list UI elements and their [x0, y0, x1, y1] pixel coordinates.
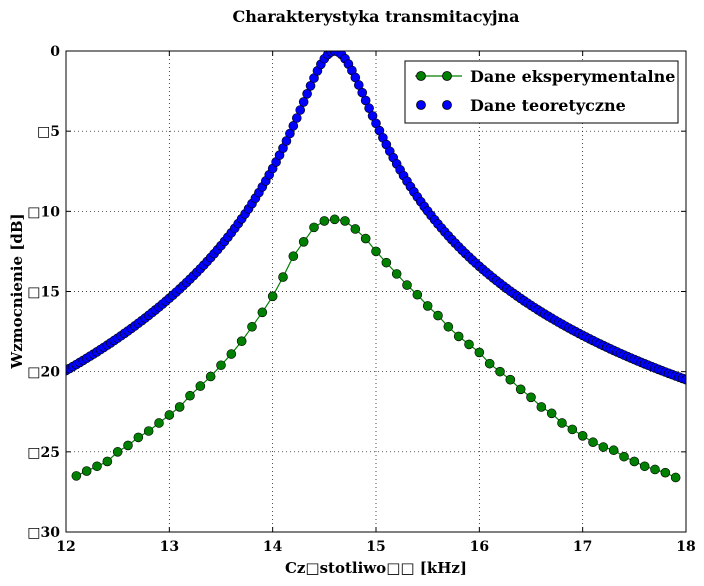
- experimental-point: [474, 347, 485, 358]
- y-tick-label: □15: [27, 285, 60, 301]
- y-tick-label: □20: [27, 365, 60, 381]
- series-theoretical: [66, 51, 686, 385]
- experimental-point: [350, 224, 361, 234]
- legend-marker-experimental-left: [416, 71, 426, 81]
- experimental-point: [340, 216, 350, 226]
- experimental-point: [495, 366, 505, 377]
- experimental-point: [639, 461, 650, 472]
- experimental-point: [412, 289, 423, 300]
- ticks: 12 13 14 15 16 17 18 0 □5 □10 □15 □20 □25 □30: [27, 44, 695, 555]
- experimental-point: [650, 464, 660, 475]
- experimental-point: [133, 432, 144, 443]
- experimental-point: [443, 321, 454, 332]
- x-tick-label: 14: [263, 539, 283, 555]
- y-tick-label: □25: [27, 445, 60, 461]
- chart-title: Charakterystyka transmitacyjna: [232, 7, 519, 26]
- experimental-point: [81, 466, 92, 476]
- theoretical-point: [298, 97, 309, 107]
- experimental-point: [278, 272, 288, 282]
- plot-frame: [65, 50, 687, 533]
- experimental-point: [381, 257, 392, 268]
- experimental-point: [154, 418, 164, 428]
- experimental-point: [619, 451, 629, 462]
- experimental-point: [598, 442, 609, 452]
- experimental-point: [360, 233, 371, 244]
- experimental-point: [608, 445, 619, 456]
- y-tick-label: □10: [27, 204, 60, 220]
- x-tick-label: 12: [56, 539, 75, 555]
- experimental-point: [536, 402, 547, 412]
- experimental-point: [588, 437, 598, 448]
- theoretical-point: [681, 374, 686, 385]
- experimental-point: [164, 410, 175, 420]
- x-tick-label: 18: [676, 539, 695, 555]
- experimental-point: [371, 246, 381, 257]
- theoretical-point: [291, 113, 302, 123]
- experimental-point: [288, 251, 299, 262]
- y-tick-label: 0: [50, 44, 60, 60]
- experimental-point: [185, 390, 195, 401]
- y-tick-label: □30: [27, 525, 60, 541]
- legend-marker-theoretical-right: [442, 100, 452, 110]
- experimental-point: [329, 214, 340, 225]
- experimental-point: [453, 331, 464, 342]
- experimental-point: [205, 371, 216, 382]
- x-tick-label: 17: [573, 539, 592, 555]
- x-axis-label: Cz□stotliwo□□ [kHz]: [285, 559, 467, 577]
- theoretical-point: [302, 89, 312, 99]
- experimental-point: [670, 472, 681, 483]
- legend-box: [404, 60, 679, 124]
- legend-marker-experimental-right: [442, 71, 452, 81]
- legend: Dane eksperymentalne Dane teoretyczne: [404, 60, 679, 124]
- experimental-point: [123, 440, 133, 451]
- experimental-point: [71, 471, 82, 481]
- experimental-point: [505, 374, 516, 385]
- legend-label-experimental: Dane eksperymentalne: [470, 67, 675, 86]
- experimental-point: [298, 236, 309, 247]
- experimental-point: [567, 424, 578, 435]
- experimental-point: [660, 467, 671, 478]
- experimental-point: [629, 456, 640, 467]
- experimental-point: [433, 310, 443, 321]
- experimental-point: [526, 392, 536, 403]
- experimental-point: [174, 402, 185, 412]
- experimental-point: [195, 381, 206, 391]
- legend-marker-theoretical-left: [416, 100, 426, 110]
- experimental-point: [319, 216, 330, 226]
- experimental-point: [484, 358, 495, 369]
- legend-label-theoretical: Dane teoretyczne: [470, 96, 626, 115]
- experimental-point: [267, 291, 278, 302]
- x-tick-label: 13: [160, 539, 179, 555]
- experimental-point: [112, 447, 123, 457]
- x-tick-label: 15: [366, 539, 385, 555]
- experimental-point: [216, 360, 226, 371]
- experimental-point: [515, 384, 526, 395]
- experimental-point: [92, 461, 102, 472]
- experimental-point: [557, 418, 567, 428]
- experimental-point: [143, 426, 154, 436]
- y-axis-label: Wzmocnienie [dB]: [8, 213, 26, 369]
- experimental-point: [422, 301, 433, 311]
- experimental-point: [546, 408, 557, 419]
- y-tick-label: □5: [37, 124, 60, 140]
- experimental-point: [577, 430, 588, 441]
- experimental-point: [464, 339, 474, 350]
- series-experimental: [71, 214, 681, 483]
- experimental-point: [391, 269, 402, 279]
- experimental-point: [247, 321, 257, 332]
- experimental-point: [102, 456, 113, 467]
- experimental-point: [309, 222, 319, 233]
- experimental-point: [257, 307, 268, 318]
- experimental-point: [402, 280, 412, 290]
- theoretical-point: [295, 105, 306, 115]
- experimental-point: [236, 336, 247, 347]
- experimental-point: [226, 349, 237, 359]
- x-tick-label: 16: [470, 539, 489, 555]
- series-layer: [66, 51, 686, 483]
